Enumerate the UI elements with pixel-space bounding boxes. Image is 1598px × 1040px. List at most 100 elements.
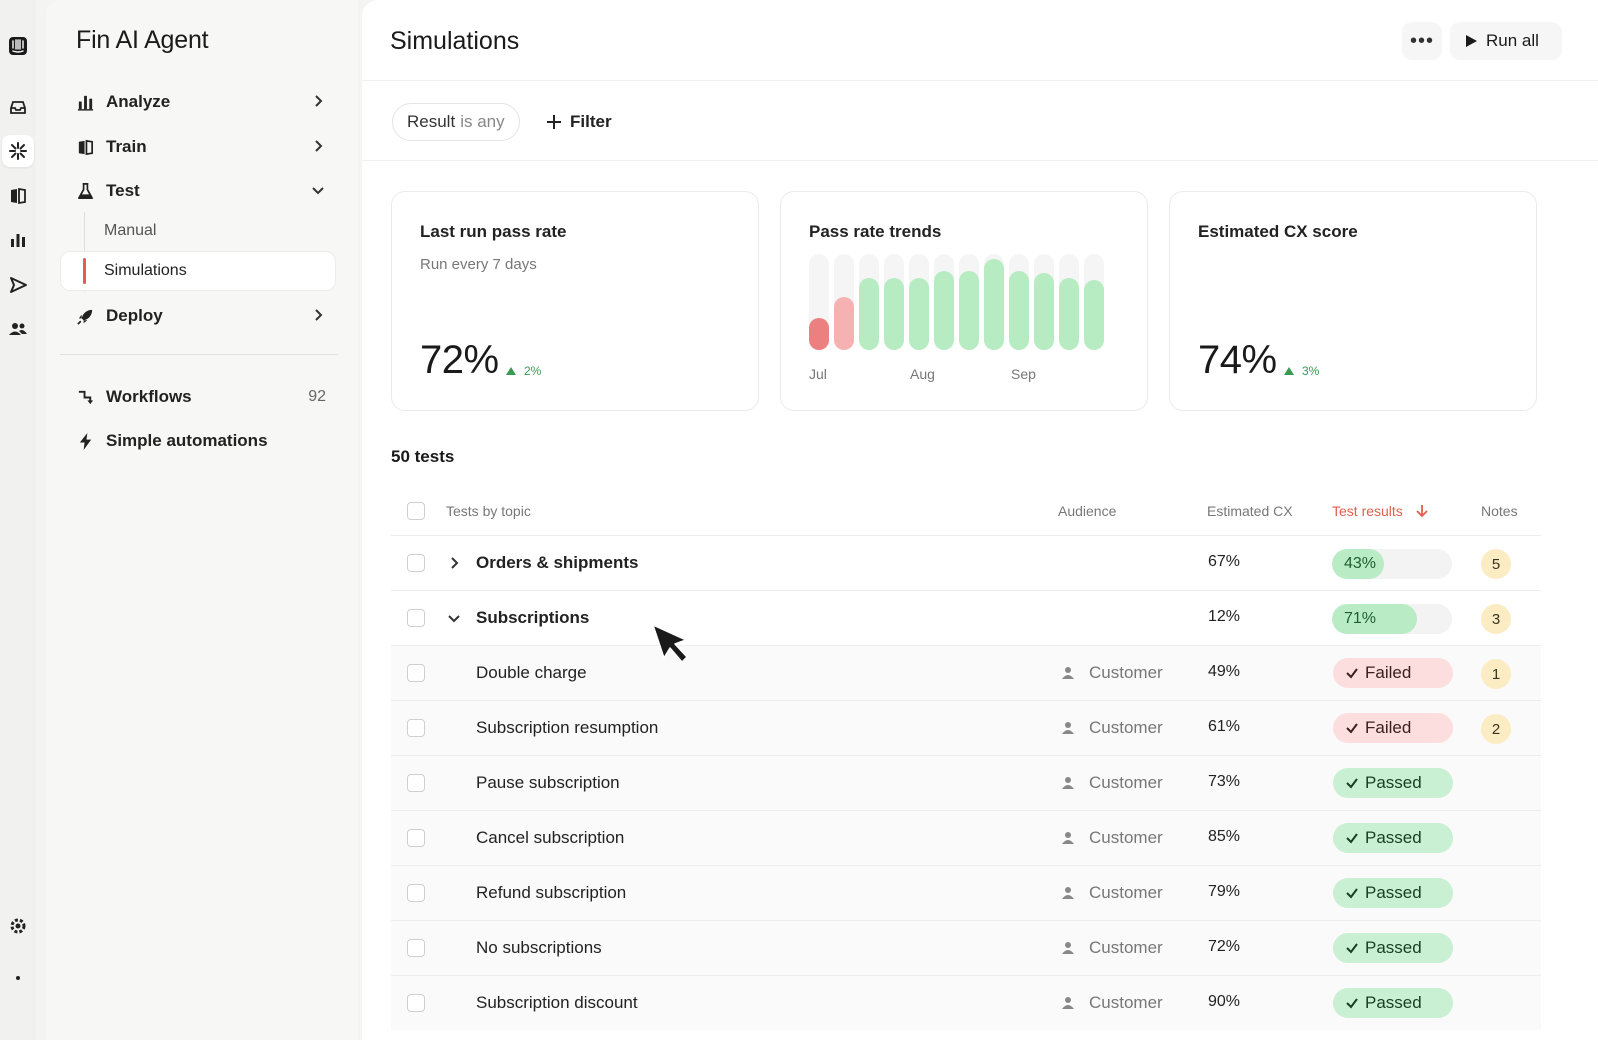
row-checkbox[interactable] (407, 829, 425, 847)
failed-badge[interactable]: Failed (1333, 658, 1453, 688)
column-header-notes[interactable]: Notes (1481, 503, 1518, 519)
notes-badge[interactable]: 1 (1481, 659, 1511, 689)
result-label: Passed (1365, 938, 1422, 957)
intercom-logo-icon[interactable] (2, 30, 34, 62)
table-row[interactable]: Subscription resumption Customer 61% Failed… (391, 700, 1541, 755)
sidebar-item-train[interactable]: Train (74, 132, 334, 162)
result-progress-bar: 71% (1332, 604, 1452, 634)
outbound-icon[interactable] (2, 269, 34, 301)
trend-bar[interactable] (1084, 280, 1104, 350)
contacts-icon[interactable] (2, 313, 34, 345)
fin-icon[interactable] (2, 135, 34, 167)
passed-badge[interactable]: Passed (1333, 768, 1453, 798)
test-name[interactable]: Double charge (476, 663, 587, 682)
passed-badge[interactable]: Passed (1333, 933, 1453, 963)
trend-bar[interactable] (934, 271, 954, 350)
trend-bar[interactable] (1009, 271, 1029, 350)
sidebar-item-workflows[interactable]: Workflows 92 (74, 382, 334, 412)
row-checkbox[interactable] (407, 554, 425, 572)
sidebar-item-simple-automations[interactable]: Simple automations (74, 426, 334, 456)
audience-cell: Customer (1061, 938, 1163, 958)
sidebar-item-analyze[interactable]: Analyze (74, 87, 334, 117)
trend-bar[interactable] (909, 278, 929, 350)
progress-label: 71% (1344, 610, 1377, 627)
person-icon (1062, 997, 1074, 1009)
run-all-label: Run all (1486, 31, 1539, 50)
column-header-results[interactable]: Test results (1332, 503, 1429, 519)
trend-bar[interactable] (1034, 273, 1054, 350)
sidebar-item-label: Analyze (106, 92, 171, 111)
column-header-audience[interactable]: Audience (1058, 503, 1117, 519)
column-header-cx[interactable]: Estimated CX (1207, 503, 1293, 519)
trend-bar[interactable] (809, 318, 829, 350)
sidebar-item-test[interactable]: Test (74, 176, 334, 206)
passed-badge[interactable]: Passed (1333, 878, 1453, 908)
settings-icon[interactable] (2, 910, 34, 942)
main-panel: Simulations ••• Run all Result is any Fi… (362, 0, 1598, 1040)
row-checkbox[interactable] (407, 884, 425, 902)
reports-icon[interactable] (2, 224, 34, 256)
mouse-cursor-icon (652, 624, 688, 663)
select-all-checkbox[interactable] (407, 502, 425, 520)
sidebar-item-label: Deploy (106, 306, 163, 325)
knowledge-icon[interactable] (2, 180, 34, 212)
notes-badge[interactable]: 5 (1481, 549, 1511, 579)
table-row[interactable]: No subscriptions Customer 72% Passed (391, 920, 1541, 975)
passed-badge[interactable]: Passed (1333, 988, 1453, 1018)
trend-bar[interactable] (1059, 278, 1079, 350)
failed-badge[interactable]: Failed (1333, 713, 1453, 743)
add-filter-button[interactable]: Filter (546, 106, 612, 138)
table-row[interactable]: Subscription discount Customer 90% Passed (391, 975, 1541, 1030)
more-options-button[interactable]: ••• (1402, 22, 1442, 60)
pass-rate-card: Last run pass rate Run every 7 days 72% … (391, 191, 759, 411)
notes-badge[interactable]: 3 (1481, 604, 1511, 634)
row-checkbox[interactable] (407, 609, 425, 627)
test-name[interactable]: Refund subscription (476, 883, 627, 902)
check-icon (1346, 723, 1358, 734)
run-all-button[interactable]: Run all (1450, 22, 1562, 60)
chip-operator: is any (460, 112, 505, 131)
group-label: Orders & shipments (476, 553, 639, 572)
test-name[interactable]: Cancel subscription (476, 828, 625, 847)
table-row[interactable]: Cancel subscription Customer 85% Passed (391, 810, 1541, 865)
row-checkbox[interactable] (407, 994, 425, 1012)
cx-value: 12% (1208, 608, 1241, 625)
row-checkbox[interactable] (407, 774, 425, 792)
group-row[interactable]: Subscriptions 12% 71% 3 (391, 590, 1541, 645)
header-divider (362, 80, 1598, 81)
test-name[interactable]: No subscriptions (476, 938, 602, 957)
chevron-right-icon (315, 95, 323, 107)
row-checkbox[interactable] (407, 664, 425, 682)
row-checkbox[interactable] (407, 939, 425, 957)
table-row[interactable]: Double charge Customer 49% Failed 1 (391, 645, 1541, 700)
cx-value: 73% (1208, 773, 1241, 790)
column-header-topic[interactable]: Tests by topic (446, 503, 531, 519)
chevron-right-icon[interactable] (446, 555, 462, 571)
sidebar-subitem-manual[interactable]: Manual (104, 222, 157, 239)
group-label: Subscriptions (476, 608, 590, 627)
notes-badge[interactable]: 2 (1481, 714, 1511, 744)
trend-bar[interactable] (984, 259, 1004, 350)
inbox-icon[interactable] (2, 91, 34, 123)
trend-bar[interactable] (959, 271, 979, 350)
chevron-down-icon[interactable] (446, 610, 462, 626)
test-name[interactable]: Subscription resumption (476, 718, 659, 737)
result-filter-chip[interactable]: Result is any (392, 103, 520, 141)
sidebar-item-deploy[interactable]: Deploy (74, 301, 334, 331)
group-row[interactable]: Orders & shipments 67% 43% 5 (391, 535, 1541, 590)
audience-cell: Customer (1061, 883, 1163, 903)
test-name[interactable]: Pause subscription (476, 773, 620, 792)
trend-bar[interactable] (859, 278, 879, 350)
test-name[interactable]: Subscription discount (476, 993, 638, 1012)
trend-bar[interactable] (884, 278, 904, 350)
table-row[interactable]: Refund subscription Customer 79% Passed (391, 865, 1541, 920)
audience-label: Customer (1089, 773, 1163, 792)
table-row[interactable]: Pause subscription Customer 73% Passed (391, 755, 1541, 810)
passed-badge[interactable]: Passed (1333, 823, 1453, 853)
audience-cell: Customer (1061, 718, 1163, 738)
workflows-count: 92 (308, 388, 326, 405)
sidebar-subitem-simulations[interactable]: Simulations (104, 262, 187, 279)
trend-bar[interactable] (834, 297, 854, 350)
row-checkbox[interactable] (407, 719, 425, 737)
cx-value: 79% (1208, 883, 1241, 900)
